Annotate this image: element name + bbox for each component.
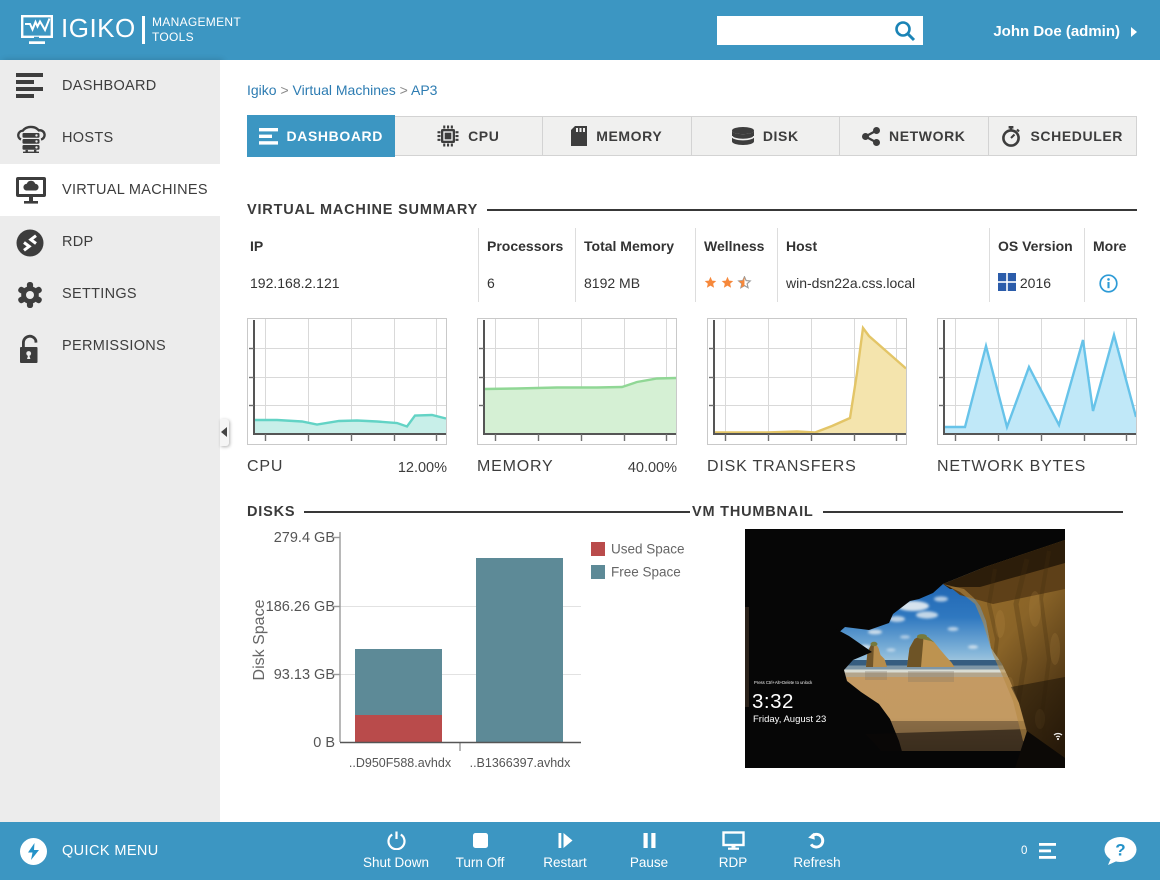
svg-text:Press Ctrl+Alt+Delete to unloc: Press Ctrl+Alt+Delete to unlock [754, 680, 813, 685]
svg-text:3:32: 3:32 [752, 690, 794, 713]
svg-text:279.4 GB: 279.4 GB [274, 530, 335, 546]
svg-text:Disk Space: Disk Space [251, 599, 268, 680]
svg-text:186.26 GB: 186.26 GB [266, 599, 335, 615]
svg-text:Friday, August 23: Friday, August 23 [753, 714, 826, 725]
svg-text:..B1366397.avhdx: ..B1366397.avhdx [470, 756, 572, 770]
svg-text:..D950F588.avhdx: ..D950F588.avhdx [349, 756, 452, 770]
svg-text:0 B: 0 B [313, 735, 335, 751]
svg-text:Used Space: Used Space [611, 542, 685, 557]
svg-text:93.13 GB: 93.13 GB [274, 667, 335, 683]
svg-text:Free Space: Free Space [611, 565, 681, 580]
svg-text:?: ? [1115, 841, 1125, 860]
